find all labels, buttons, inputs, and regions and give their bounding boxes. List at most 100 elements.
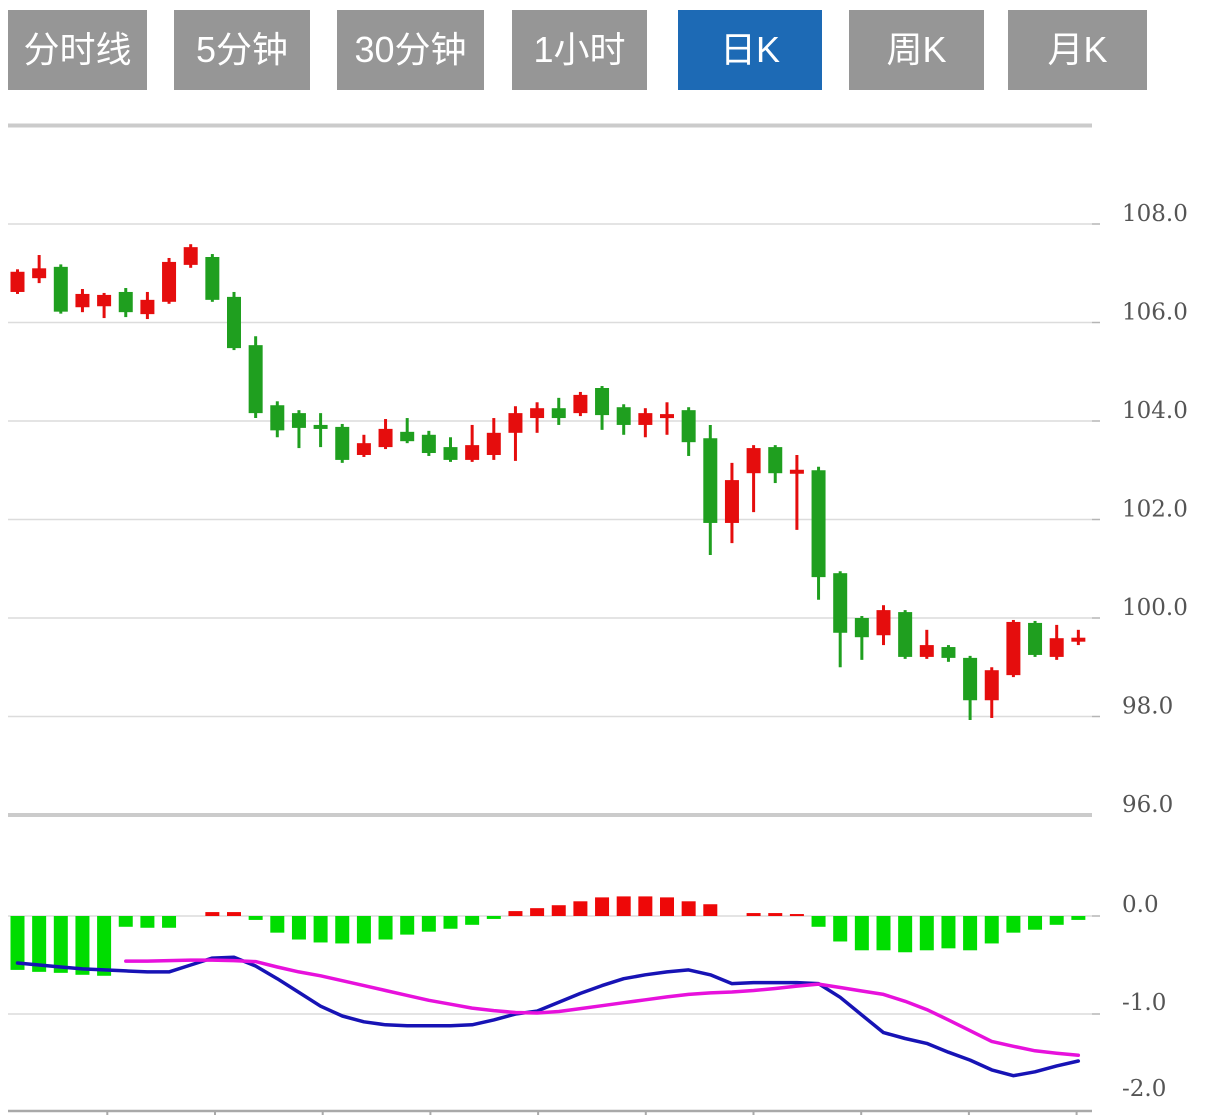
y-axis-label: -1.0 xyxy=(1122,990,1166,1016)
macd-histogram-bar xyxy=(530,908,545,916)
macd-histogram-bar xyxy=(10,916,25,970)
candle-body xyxy=(811,470,826,578)
macd-histogram-bar xyxy=(248,916,263,920)
candle-body xyxy=(768,447,783,474)
macd-histogram-bar xyxy=(1071,916,1086,920)
tab-weekly-k[interactable]: 周K xyxy=(849,10,984,90)
y-axis-label: 104.0 xyxy=(1122,398,1188,424)
candle-body xyxy=(313,424,328,429)
y-axis-label: 0.0 xyxy=(1122,892,1159,918)
y-axis-label: 102.0 xyxy=(1122,497,1188,523)
macd-histogram-bar xyxy=(97,916,112,976)
macd-histogram-bar xyxy=(465,916,480,925)
candle-body xyxy=(595,388,610,416)
candle-body xyxy=(530,408,545,419)
candle-body xyxy=(963,657,978,701)
macd-histogram-bar xyxy=(356,916,371,944)
candle-body xyxy=(789,469,804,474)
candle-body xyxy=(508,413,523,433)
macd-histogram-bar xyxy=(703,904,718,916)
macd-histogram-bar xyxy=(833,916,848,942)
tab-30min[interactable]: 30分钟 xyxy=(337,10,484,90)
candle-body xyxy=(660,414,674,419)
macd-histogram-bar xyxy=(551,905,566,916)
candle-body xyxy=(919,645,934,657)
macd-histogram-bar xyxy=(616,896,631,916)
candle-body xyxy=(1071,637,1086,642)
macd-histogram-bar xyxy=(118,916,133,927)
candle-body xyxy=(465,445,480,460)
macd-histogram-bar xyxy=(1049,916,1064,925)
candle-body xyxy=(227,296,241,349)
candle-body xyxy=(681,410,696,443)
candle-body xyxy=(248,345,263,414)
macd-histogram-bar xyxy=(898,916,913,953)
macd-histogram-bar xyxy=(768,913,783,916)
macd-histogram-bar xyxy=(486,916,501,919)
tab-time-line[interactable]: 分时线 xyxy=(8,10,147,90)
tab-1hour[interactable]: 1小时 xyxy=(512,10,647,90)
y-axis-label: 106.0 xyxy=(1122,300,1188,326)
candle-body xyxy=(898,612,913,657)
macd-histogram-bar xyxy=(270,916,285,933)
candle-body xyxy=(1006,621,1021,676)
candle-body xyxy=(854,618,869,638)
y-axis-label: 108.0 xyxy=(1122,201,1188,227)
macd-histogram-bar xyxy=(681,901,696,916)
macd-histogram-bar xyxy=(854,916,869,951)
candle-body xyxy=(616,407,631,425)
candle-body xyxy=(32,268,47,279)
candle-body xyxy=(400,431,415,442)
macd-histogram-bar xyxy=(32,916,47,972)
candle-body xyxy=(984,670,999,701)
macd-histogram-bar xyxy=(335,916,350,944)
candle-body xyxy=(53,266,68,312)
candle-body xyxy=(833,573,848,633)
macd-histogram-bar xyxy=(227,912,241,916)
y-axis-label: 100.0 xyxy=(1122,595,1188,621)
macd-histogram-bar xyxy=(746,913,761,916)
macd-histogram-bar xyxy=(1028,916,1043,930)
macd-histogram-bar xyxy=(919,916,934,951)
macd-histogram-bar xyxy=(443,916,458,929)
macd-histogram-bar xyxy=(573,901,588,916)
macd-histogram-bar xyxy=(941,916,956,949)
tab-monthly-k[interactable]: 月K xyxy=(1008,10,1147,90)
candle-body xyxy=(118,291,133,313)
macd-histogram-bar xyxy=(508,911,523,916)
candle-body xyxy=(162,261,177,302)
candle-body xyxy=(573,394,588,414)
macd-histogram-bar xyxy=(162,916,177,928)
candle-body xyxy=(724,480,739,523)
macd-histogram-bar xyxy=(53,916,68,973)
macd-histogram-bar xyxy=(1006,916,1021,933)
candle-body xyxy=(205,256,220,300)
y-axis-label: 96.0 xyxy=(1122,792,1173,818)
macd-histogram-bar xyxy=(984,916,999,944)
tab-5min[interactable]: 5分钟 xyxy=(174,10,310,90)
macd-histogram-bar xyxy=(140,916,155,928)
macd-histogram-bar xyxy=(75,916,90,975)
candle-body xyxy=(10,271,25,292)
candle-body xyxy=(75,293,90,308)
candle-body xyxy=(270,405,285,431)
macd-histogram-bar xyxy=(963,916,978,951)
macd-histogram-bar xyxy=(876,916,891,951)
macd-histogram-bar xyxy=(291,916,306,940)
macd-histogram-bar xyxy=(789,914,804,917)
candle-body xyxy=(335,426,350,460)
candle-body xyxy=(421,434,436,454)
candle-body xyxy=(291,413,306,428)
candle-body xyxy=(703,438,718,523)
candle-body xyxy=(1028,622,1043,655)
candle-body xyxy=(378,428,393,448)
macd-histogram-bar xyxy=(811,916,826,927)
candle-body xyxy=(140,299,155,315)
macd-histogram-bar xyxy=(313,916,328,943)
candle-body xyxy=(97,294,112,307)
tab-daily-k[interactable]: 日K xyxy=(678,10,822,90)
candle-body xyxy=(941,647,956,658)
y-axis-label: -2.0 xyxy=(1122,1076,1166,1102)
